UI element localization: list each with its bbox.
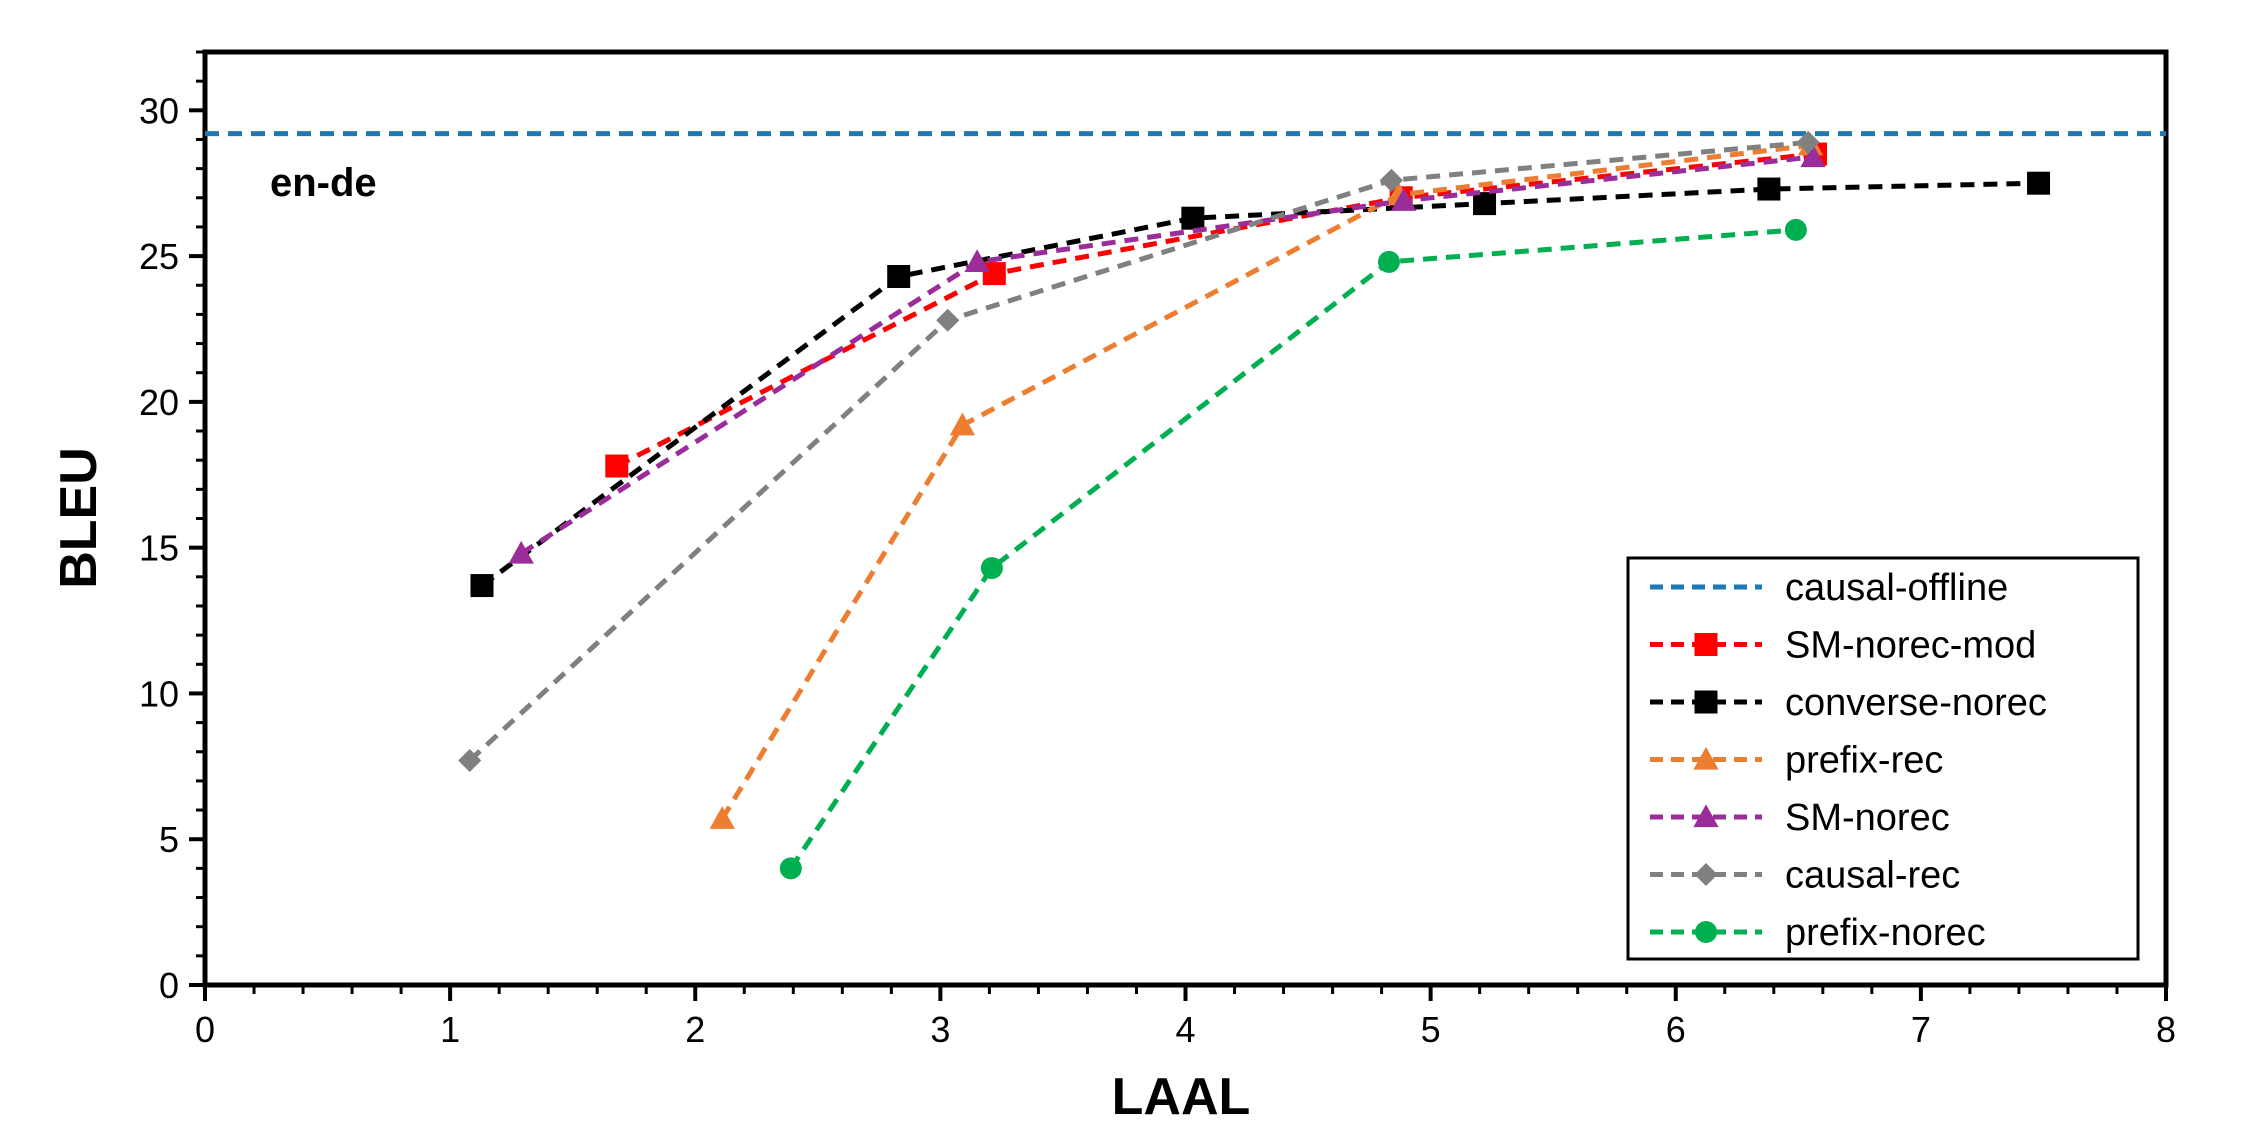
- y-tick-label: 5: [159, 819, 179, 860]
- legend-label: prefix-norec: [1785, 912, 1986, 954]
- data-point: [949, 412, 976, 436]
- legend-item: prefix-rec: [1650, 740, 1943, 782]
- legend-item: converse-norec: [1650, 682, 2047, 724]
- y-tick-label: 25: [139, 236, 179, 277]
- data-point: [1391, 188, 1417, 211]
- series-line: [519, 154, 1814, 556]
- series-converse-norec: [470, 171, 2051, 598]
- legend-swatch-marker: [1694, 690, 1718, 714]
- legend-swatch-marker: [1693, 804, 1719, 828]
- data-point: [1784, 218, 1807, 241]
- series-line: [788, 227, 1797, 870]
- data-point: [508, 540, 534, 564]
- y-tick-label: 10: [139, 673, 179, 714]
- legend-label: causal-offline: [1785, 567, 2008, 609]
- axes-layer: 0 1 2 3 4 5 6 7 8 0 5 10 15 20 25 30: [139, 49, 2176, 1050]
- x-tick-label: 4: [1175, 1009, 1195, 1050]
- data-point: [982, 262, 1006, 286]
- data-point: [470, 574, 494, 598]
- x-tick-label: 7: [1911, 1009, 1931, 1050]
- data-point: [1796, 130, 1820, 154]
- data-point: [2027, 171, 2051, 195]
- x-tick-label: 1: [440, 1009, 460, 1050]
- legend-item: prefix-norec: [1650, 912, 1986, 954]
- legend-item: causal-rec: [1650, 855, 1960, 897]
- data-point: [605, 454, 629, 478]
- legend-swatch-marker: [1693, 746, 1719, 770]
- data-point: [1377, 250, 1400, 273]
- legend-label: SM-norec: [1785, 797, 1950, 839]
- x-tick-label: 8: [2156, 1009, 2176, 1050]
- legend-item: causal-offline: [1650, 567, 2008, 609]
- data-point: [1181, 206, 1205, 230]
- series-sm-norec: [508, 144, 1826, 564]
- x-tick-label: 6: [1666, 1009, 1686, 1050]
- legend-label: causal-rec: [1785, 855, 1960, 897]
- data-point: [458, 748, 482, 773]
- data-point: [1757, 177, 1781, 201]
- x-tick-label: 0: [195, 1009, 215, 1050]
- y-tick-label: 0: [159, 965, 179, 1006]
- series-causal-rec: [458, 130, 1820, 773]
- legend-label: converse-norec: [1785, 682, 2047, 724]
- legend-label: SM-norec-mod: [1785, 625, 2036, 667]
- data-point: [1379, 168, 1403, 192]
- x-tick-label: 3: [930, 1009, 950, 1050]
- series-line: [468, 139, 1809, 763]
- series-line: [480, 180, 2039, 588]
- series-line: [615, 151, 1816, 469]
- series-line: [720, 142, 1811, 821]
- legend-item: SM-norec-mod: [1650, 625, 2036, 667]
- x-axis-label: LAAL: [1112, 1068, 1251, 1126]
- x-tick-label: 2: [685, 1009, 705, 1050]
- data-point: [779, 857, 802, 880]
- y-axis-label: BLEU: [50, 447, 108, 589]
- series-prefix-norec: [779, 218, 1807, 880]
- data-point: [709, 806, 735, 829]
- legend: causal-offline SM-norec-mod converse-norec…: [1626, 556, 2140, 961]
- series-layer: [205, 130, 2166, 880]
- y-tick-label: 30: [139, 90, 179, 131]
- y-tick-label: 20: [139, 382, 179, 423]
- data-point: [980, 557, 1003, 580]
- y-tick-label: 15: [139, 528, 179, 569]
- legend-item: SM-norec: [1650, 797, 1950, 839]
- x-tick-label: 5: [1421, 1009, 1441, 1050]
- legend-swatch-marker: [1695, 921, 1717, 943]
- data-point: [936, 308, 960, 332]
- data-point: [887, 265, 911, 289]
- chart-annotation: en-de: [270, 161, 377, 205]
- data-point: [964, 249, 990, 273]
- legend-swatch-marker: [1694, 862, 1718, 887]
- data-point: [1473, 192, 1497, 216]
- legend-label: prefix-rec: [1785, 740, 1943, 782]
- data-point: [1800, 144, 1826, 168]
- legend-swatch-marker: [1694, 633, 1718, 656]
